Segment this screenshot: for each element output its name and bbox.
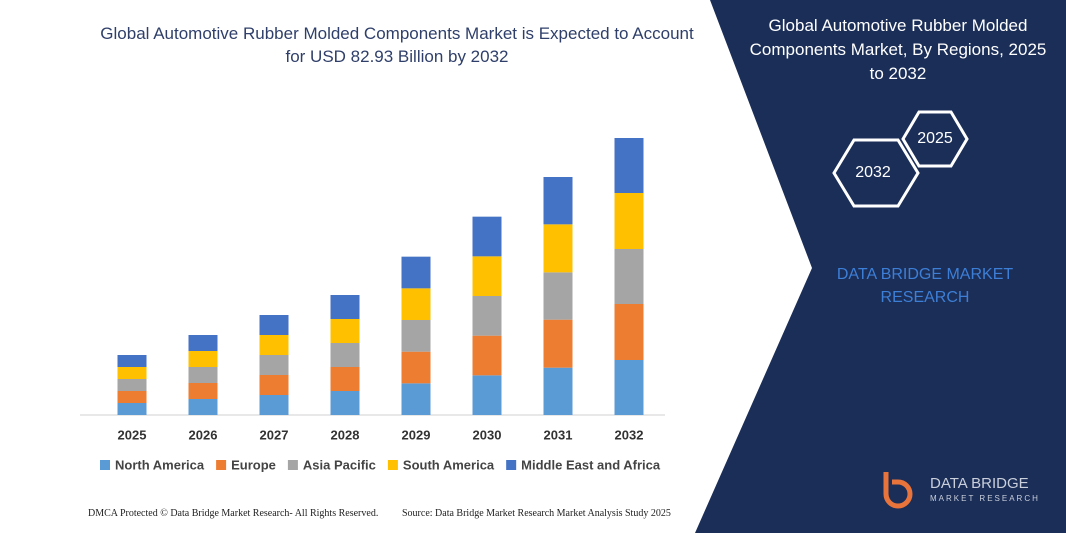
- bar-segment: [401, 288, 431, 320]
- bar-segment: [330, 367, 360, 391]
- bar-segment: [614, 360, 644, 415]
- bar-segment: [472, 216, 502, 257]
- x-tick-label: 2030: [473, 427, 502, 442]
- legend-label: Middle East and Africa: [521, 457, 661, 472]
- legend-label: North America: [115, 457, 205, 472]
- bar-segment: [614, 138, 644, 193]
- bar-segment: [330, 343, 360, 367]
- bar-segment: [614, 249, 644, 304]
- legend-label: South America: [403, 457, 495, 472]
- bar-segment: [472, 296, 502, 336]
- bar-segment: [188, 367, 218, 383]
- bar-segment: [401, 320, 431, 352]
- legend-label: Europe: [231, 457, 276, 472]
- footer-right: Source: Data Bridge Market Research Mark…: [402, 508, 671, 519]
- legend-swatch: [506, 460, 517, 470]
- legend-label: Asia Pacific: [303, 457, 376, 472]
- x-tick-label: 2029: [402, 427, 431, 442]
- bar-segment: [259, 395, 289, 415]
- bar-segment: [117, 355, 147, 367]
- bar-segment: [259, 335, 289, 355]
- chart-title: Global Automotive Rubber Molded Componen…: [100, 24, 694, 66]
- bar-segment: [117, 403, 147, 415]
- legend-swatch: [287, 460, 298, 470]
- hexagon-label: 2032: [855, 164, 891, 181]
- bar-segment: [117, 391, 147, 403]
- x-tick-label: 2026: [189, 427, 218, 442]
- logo-tagline: MARKET RESEARCH: [930, 494, 1040, 503]
- bar-segment: [472, 335, 502, 376]
- hexagon-label: 2025: [917, 130, 953, 147]
- bar-segment: [472, 375, 502, 415]
- bar-segment: [401, 351, 431, 384]
- hexagon: [901, 110, 969, 168]
- x-tick-label: 2031: [544, 427, 573, 442]
- bar-segment: [543, 319, 573, 368]
- bar-segment: [543, 224, 573, 273]
- bar-segment: [543, 367, 573, 415]
- legend-swatch: [100, 460, 110, 470]
- legend-swatch: [216, 460, 227, 470]
- bar-segment: [472, 256, 502, 296]
- footer-left: DMCA Protected © Data Bridge Market Rese…: [88, 508, 379, 519]
- bar-segment: [330, 391, 360, 415]
- bar-segment: [543, 272, 573, 320]
- bar-segment: [330, 319, 360, 343]
- bar-segment: [614, 193, 644, 249]
- logo-name: DATA BRIDGE: [930, 475, 1029, 492]
- brand-text: DATA BRIDGE MARKET RESEARCH: [836, 266, 1014, 306]
- bar-segment: [330, 295, 360, 319]
- bar-segment: [188, 399, 218, 415]
- x-tick-label: 2025: [118, 427, 147, 442]
- bar-segment: [259, 355, 289, 375]
- bar-segment: [401, 383, 431, 415]
- x-tick-label: 2028: [331, 427, 360, 442]
- panel-title: Global Automotive Rubber Molded Componen…: [749, 16, 1047, 83]
- bar-segment: [188, 335, 218, 351]
- bar-segment: [188, 351, 218, 367]
- bar-segment: [614, 304, 644, 360]
- bar-segment: [259, 375, 289, 395]
- x-tick-label: 2032: [615, 427, 644, 442]
- hexagon: [832, 138, 920, 208]
- x-tick-label: 2027: [260, 427, 289, 442]
- side-panel: [695, 0, 1066, 533]
- bar-segment: [259, 315, 289, 335]
- bar-segment: [543, 177, 573, 225]
- bar-segment: [117, 379, 147, 391]
- bar-segment: [117, 367, 147, 379]
- bar-segment: [188, 383, 218, 399]
- logo-icon: [883, 472, 913, 509]
- legend-swatch: [387, 460, 398, 470]
- bar-segment: [401, 256, 431, 289]
